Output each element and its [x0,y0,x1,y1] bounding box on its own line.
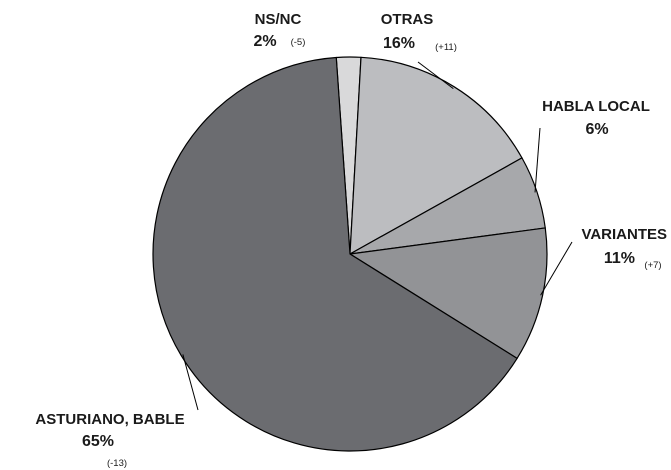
leader-line-habla-local [534,127,541,193]
leader-line-otras [417,61,454,90]
slice-label-asturiano-bable: ASTURIANO, BABLE [35,411,184,428]
slice-label-variantes: VARIANTES [581,226,667,243]
slice-change-nsnc: (-5) [291,37,306,48]
slice-percent-habla-local: 6% [585,121,608,138]
leader-lines [182,61,573,411]
label-group-asturiano: ASTURIANO, BABLE 65% (-13) [35,411,184,469]
slice-label-habla-local: HABLA LOCAL [542,98,650,115]
leader-line-variantes [540,241,573,296]
pie-slices [152,56,548,452]
slice-change-variantes: (+7) [644,260,661,271]
label-group-habla-local: HABLA LOCAL 6% [542,98,650,138]
pie-slice-asturiano-bable [152,56,518,452]
pie-slice-otras [349,56,523,255]
label-group-nsnc: NS/NC 2% (-5) [253,11,305,50]
pie-slice-variantes [349,227,548,359]
leader-line-asturiano-bable [182,354,199,411]
slice-change-otras: (+11) [435,42,457,53]
slice-percent-variantes: 11% [604,250,635,267]
slice-label-otras: OTRAS [381,11,434,28]
slice-change-asturiano-bable: (-13) [107,458,127,469]
label-group-otras: OTRAS 16% (+11) [381,11,457,53]
label-group-variantes: VARIANTES 11% (+7) [581,226,667,271]
slice-percent-otras: 16% [383,35,415,52]
slice-label-nsnc: NS/NC [255,11,302,28]
slice-percent-asturiano-bable: 65% [82,433,114,450]
slice-percent-nsnc: 2% [253,33,276,50]
